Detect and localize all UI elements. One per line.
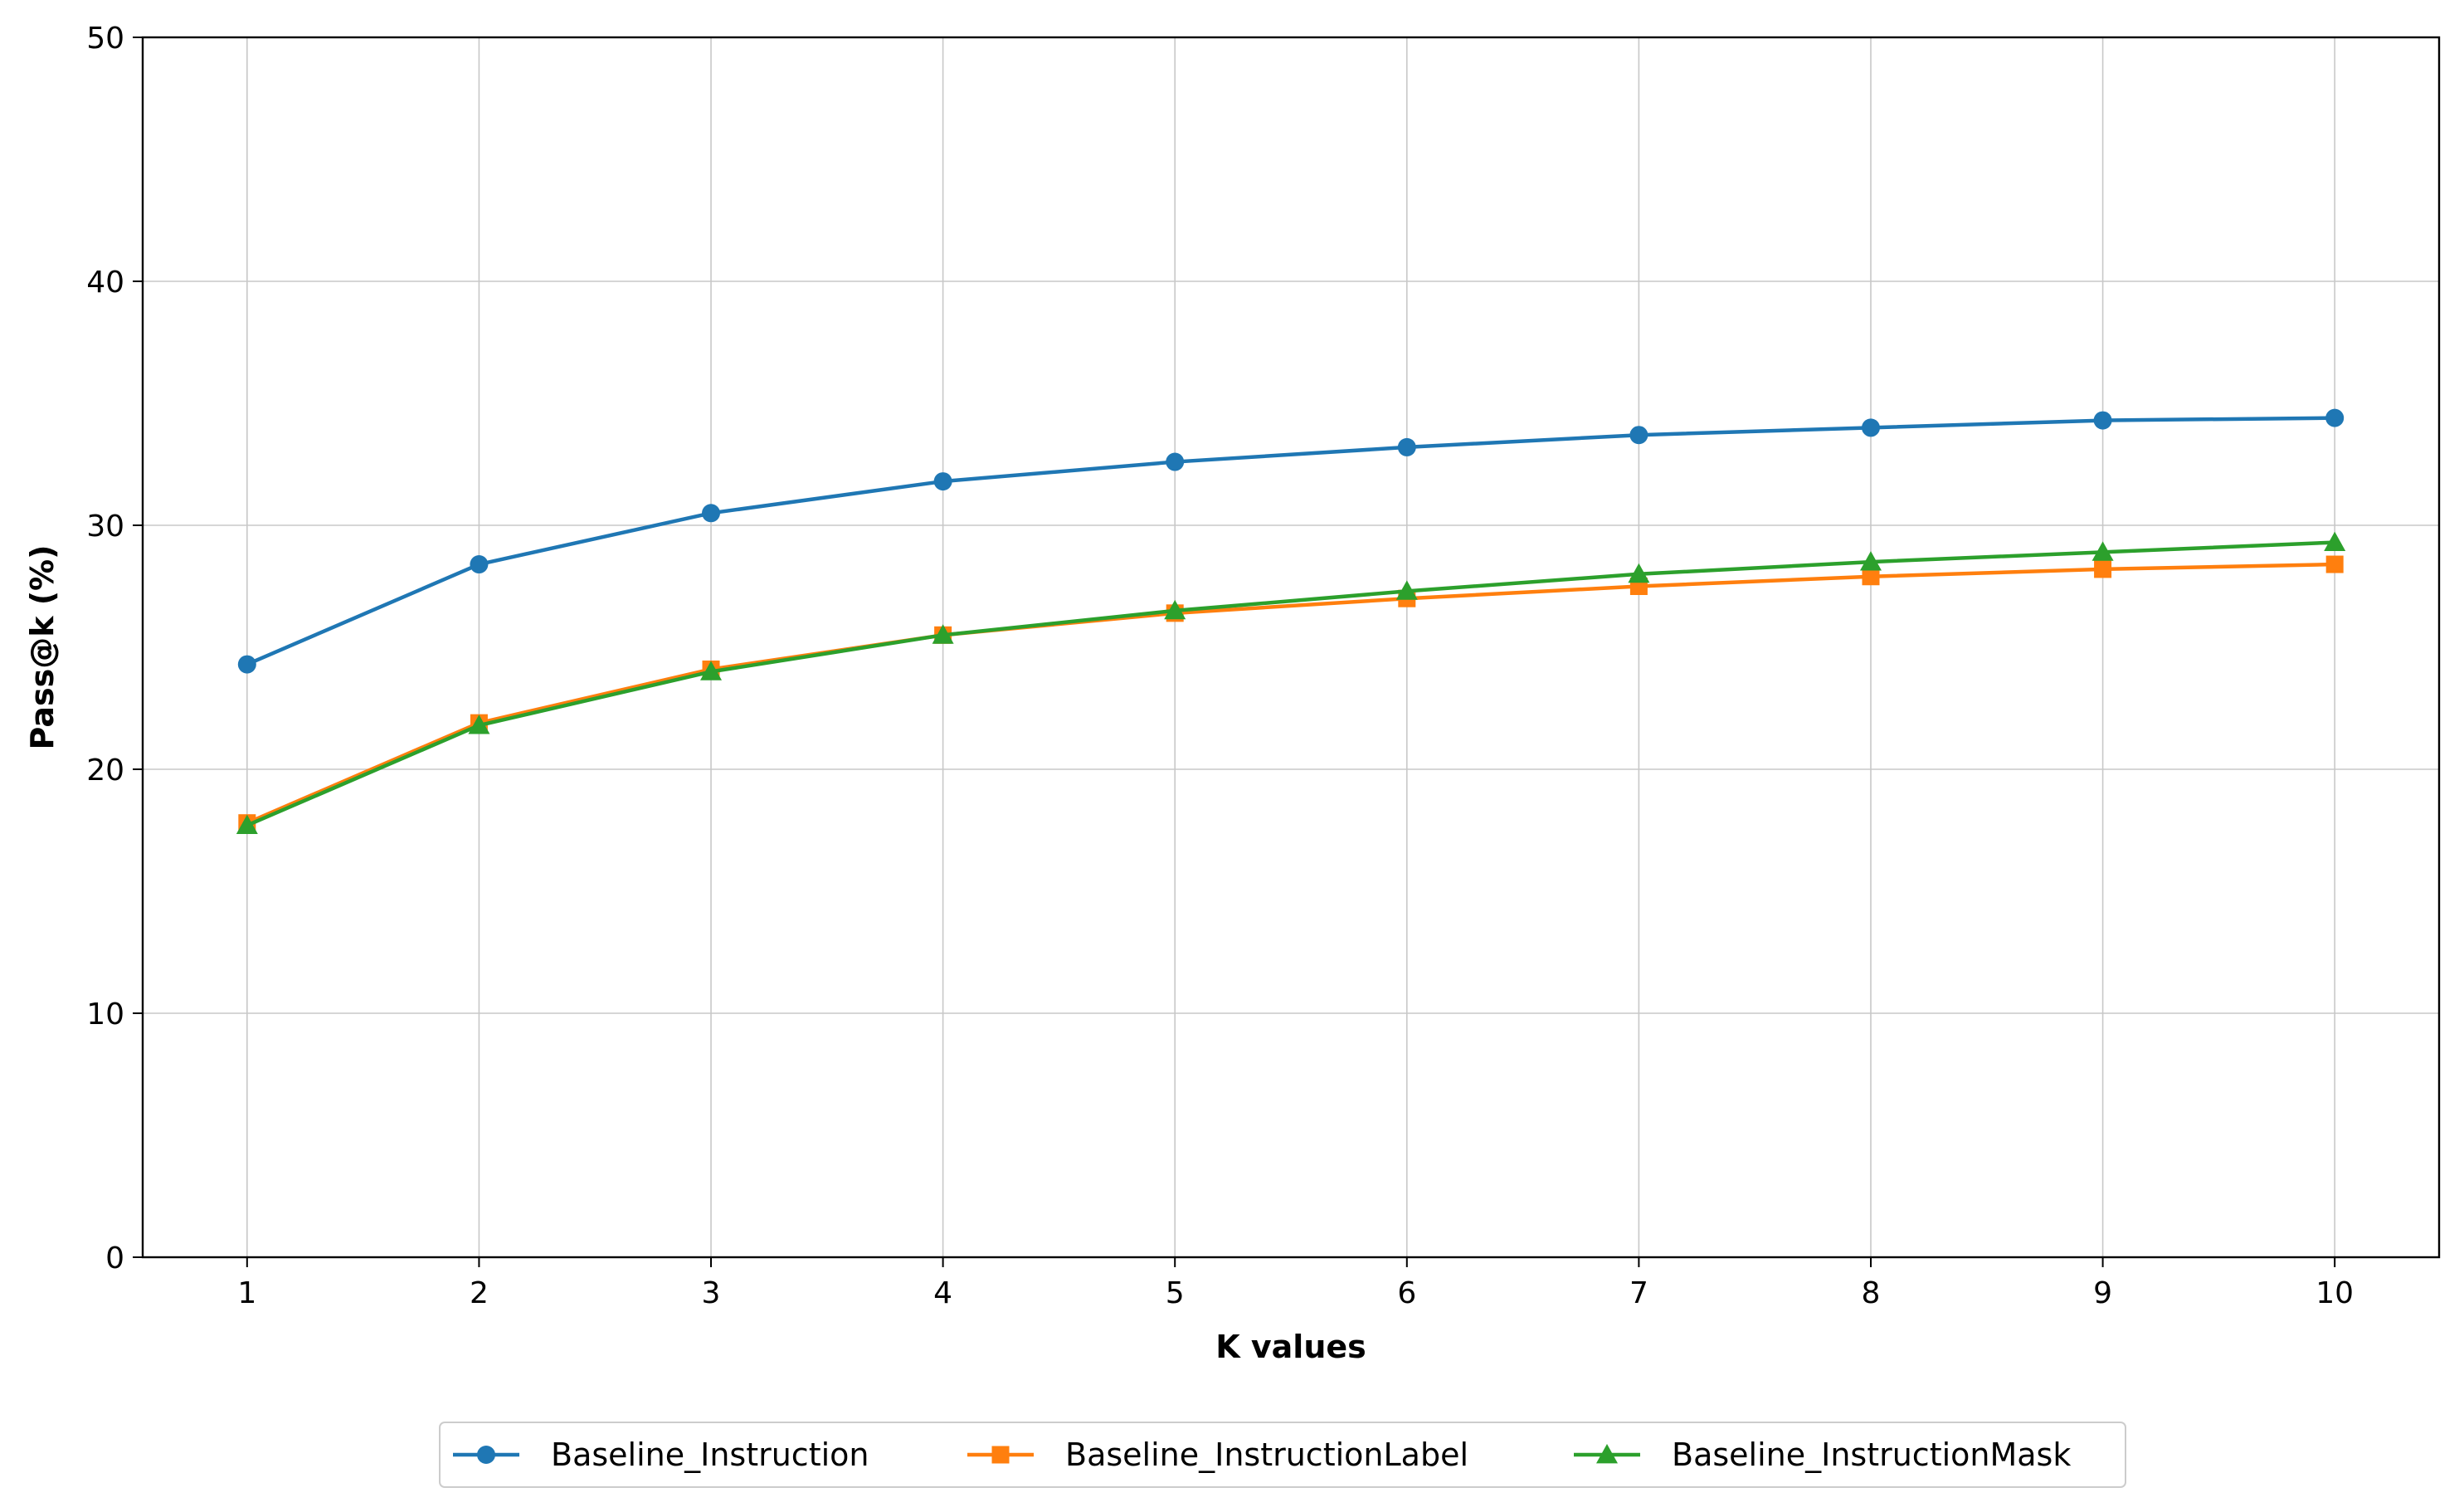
x-tick-label: 7 [1629,1276,1648,1310]
legend-label: Baseline_InstructionLabel [1065,1436,1468,1473]
data-point [702,504,721,523]
data-point [2093,411,2112,430]
legend-entry: Baseline_InstructionMask [1574,1436,2071,1473]
x-tick-label: 8 [1862,1276,1881,1310]
data-point [700,661,723,680]
data-point [932,624,954,644]
legend-box [439,1422,2126,1488]
data-point [1395,580,1418,600]
data-point [1862,568,1880,586]
y-tick-label: 10 [86,997,124,1032]
data-point [933,472,952,491]
data-point [1861,418,1880,437]
data-point [237,655,256,674]
x-tick-label: 1 [237,1276,256,1310]
series-3 [236,531,2346,835]
data-point [2325,408,2345,427]
legend-entry: Baseline_Instruction [453,1436,869,1473]
x-tick-label: 10 [2315,1276,2354,1310]
x-tick-label: 5 [1166,1276,1185,1310]
x-tick-label: 4 [933,1276,952,1310]
legend: Baseline_Instruction Baseline_Instruction… [439,1422,2126,1488]
x-tick-label: 9 [2093,1276,2112,1310]
data-point [1629,426,1648,445]
series-line [245,540,2337,827]
x-axis-title: K values [1215,1329,1366,1365]
data-point [1859,551,1882,571]
data-point [1164,599,1186,620]
legend-label: Baseline_Instruction [551,1436,869,1473]
data-point [2325,555,2344,573]
series-layer [236,408,2346,835]
data-point [2091,541,2114,561]
data-point [1397,437,1416,456]
legend-entry: Baseline_InstructionLabel [967,1436,1468,1473]
series-line [245,562,2337,825]
y-tick-label: 0 [105,1241,124,1275]
plot-frame [141,36,2441,1259]
data-point [468,715,490,734]
ticks: 1 2 3 4 5 6 7 8 9 10 0 10 20 30 40 50 [86,22,2354,1310]
legend-marker [991,1446,1010,1464]
data-point [470,555,489,574]
data-point [1628,563,1650,583]
y-tick-label: 30 [86,510,124,544]
series-line [245,416,2337,666]
legend-marker [1596,1444,1618,1464]
y-tick-label: 50 [86,22,124,56]
data-point [2094,560,2112,578]
y-axis-title: Pass@k (%) [24,544,61,749]
x-tick-label: 2 [470,1276,489,1310]
x-tick-label: 6 [1397,1276,1416,1310]
y-tick-label: 20 [86,754,124,788]
data-point [2324,531,2346,551]
series-1 [237,408,2345,674]
x-tick-label: 3 [702,1276,721,1310]
y-tick-label: 40 [86,266,124,300]
legend-label: Baseline_InstructionMask [1672,1436,2071,1473]
legend-marker [477,1446,495,1464]
data-point [236,814,258,835]
data-point [1166,452,1185,471]
